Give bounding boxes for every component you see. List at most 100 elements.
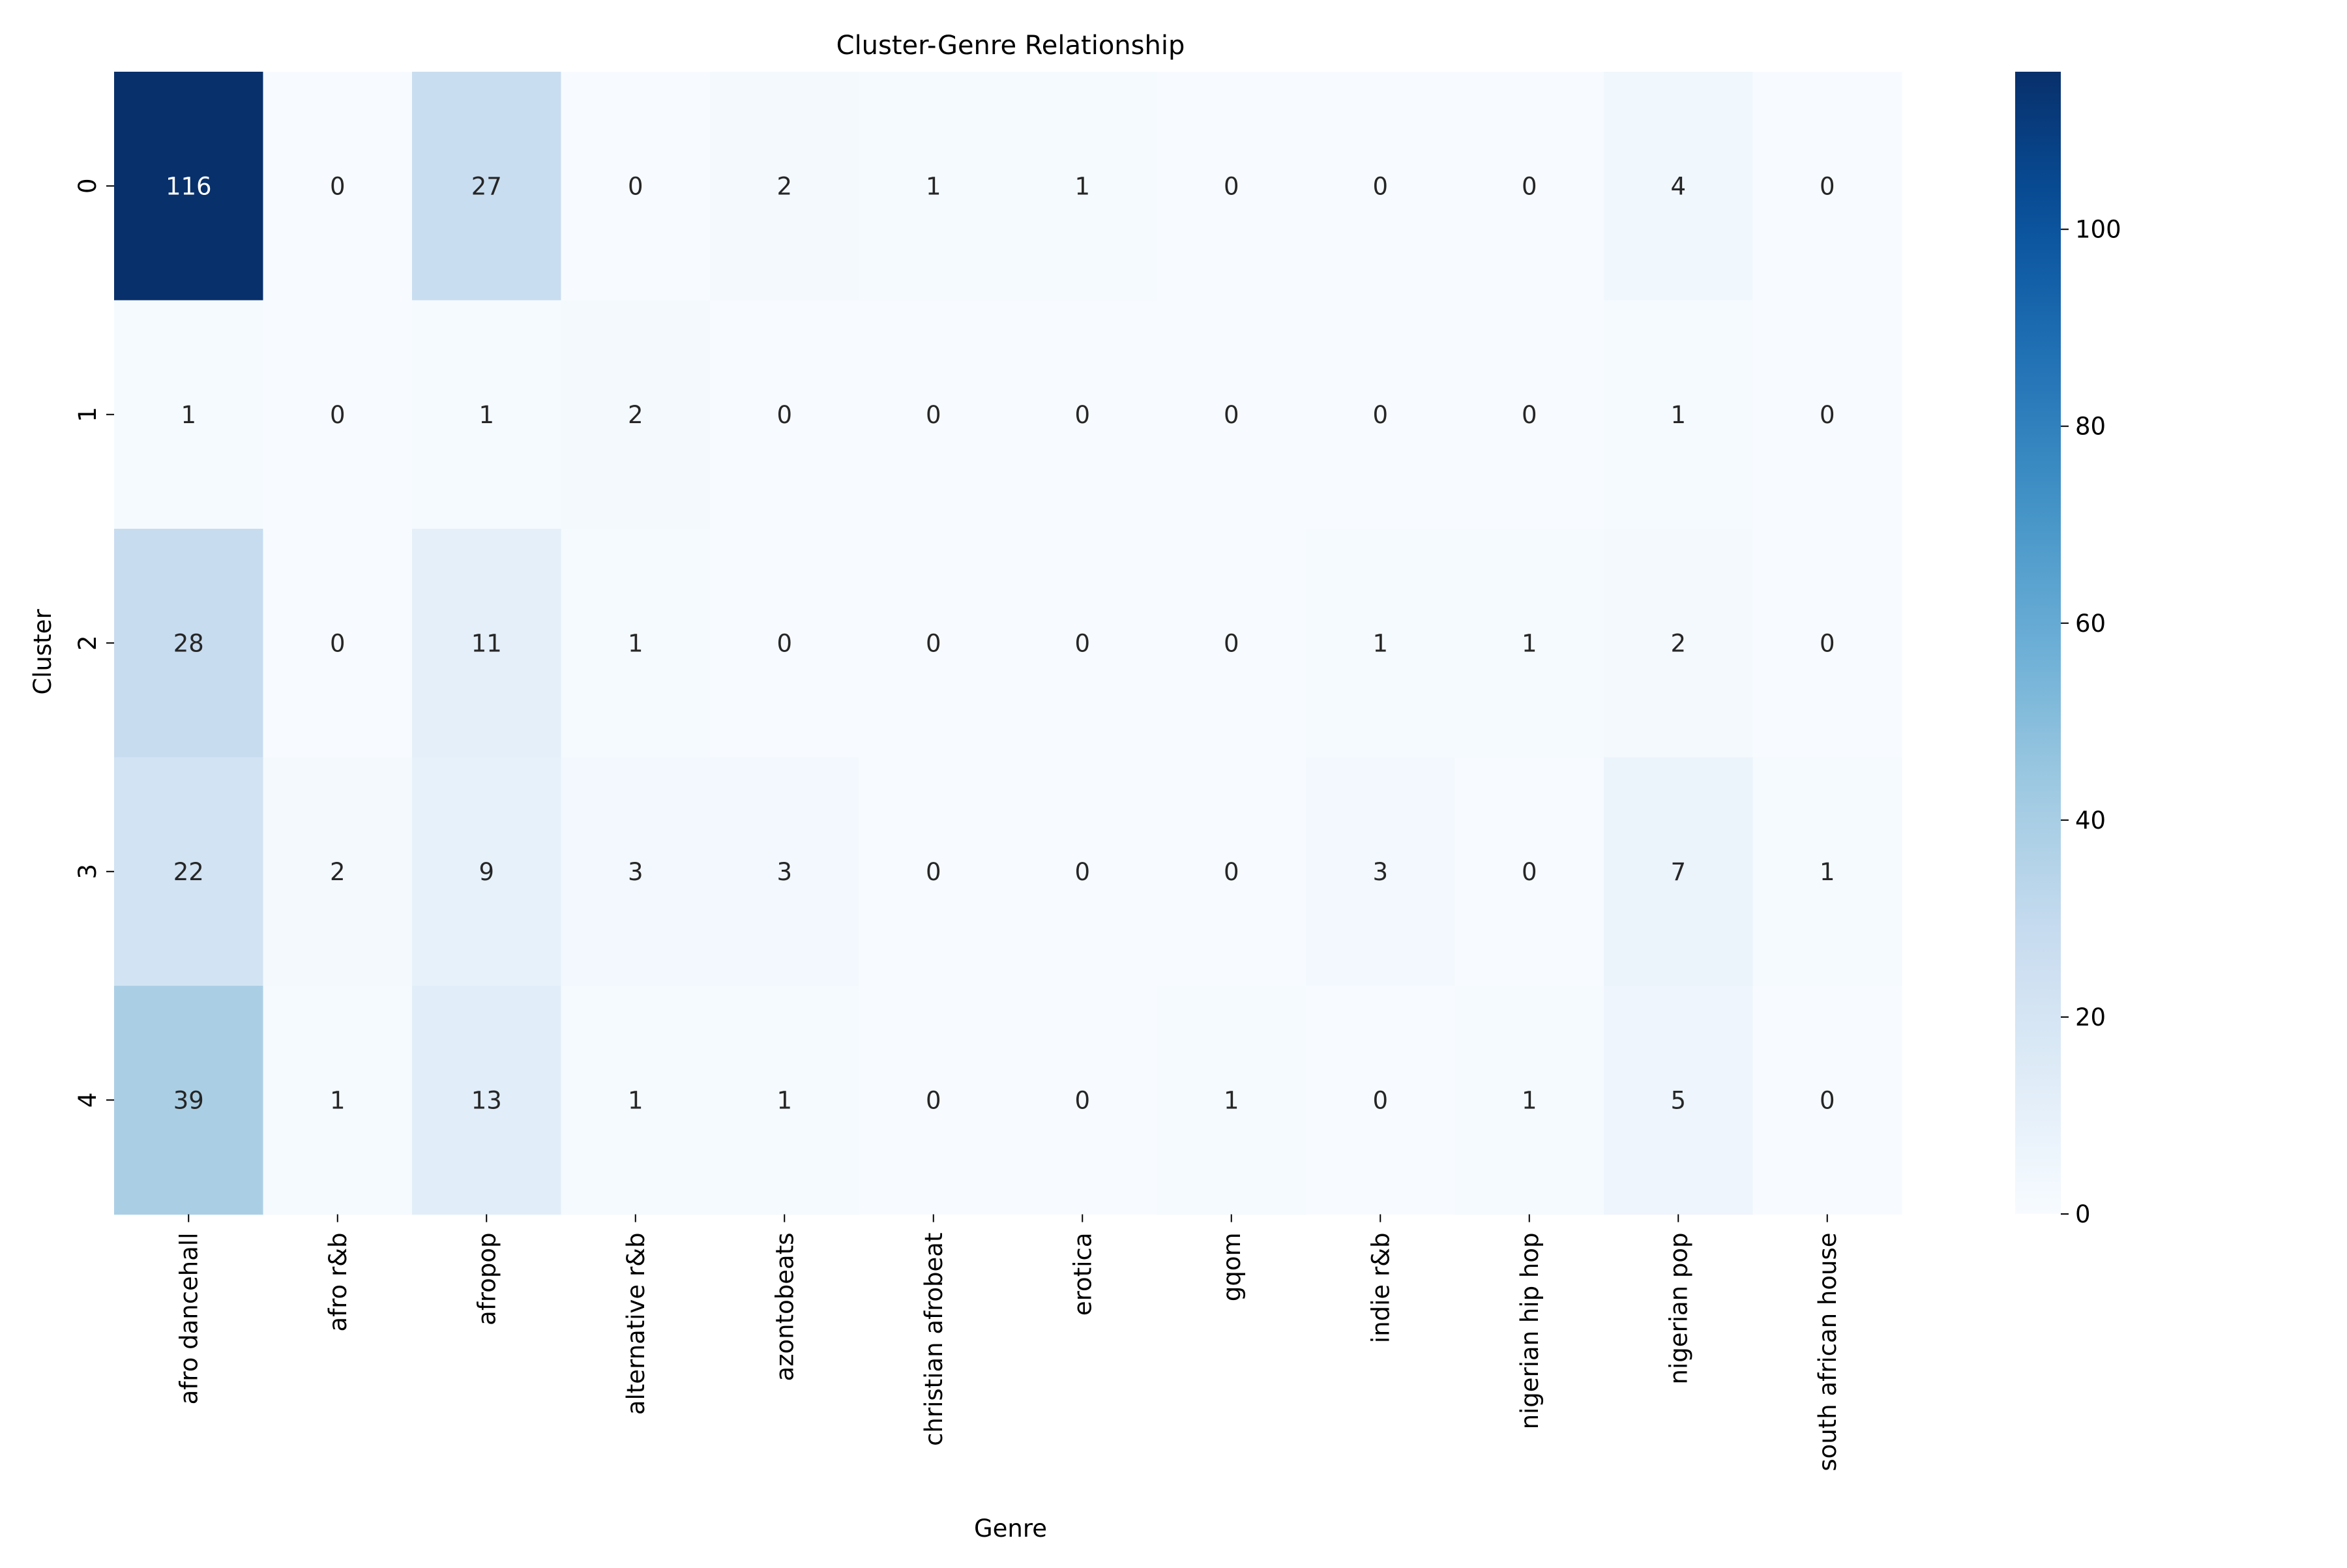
cell-value-label: 0 <box>926 401 941 429</box>
heatmap-cell <box>710 986 860 1215</box>
heatmap-cell <box>1008 757 1158 986</box>
heatmap-cell <box>1008 986 1158 1215</box>
heatmap-cell <box>412 757 562 986</box>
heatmap-cell <box>1157 300 1306 529</box>
cell-value-label: 1 <box>1522 629 1537 657</box>
x-tick-label: afro r&b <box>324 1233 352 1332</box>
cell-value-label: 3 <box>1372 858 1388 886</box>
heatmap-cell <box>710 72 860 301</box>
heatmap-cell <box>1752 300 1902 529</box>
cell-annotations: 116 0 27 0 2 1 1 0 0 0 4 01 0 1 2 0 0 0 0 0 0 1 028 0 11 1 0 0 0 0 1 1 2… <box>166 172 1835 1114</box>
cell-value-label: 0 <box>628 172 643 200</box>
colorbar-gradient <box>2015 72 2061 1214</box>
heatmap-cell <box>1604 757 1754 986</box>
heatmap-cell <box>1008 72 1158 301</box>
heatmap-cell <box>412 986 562 1215</box>
cell-value-label: 1 <box>628 629 643 657</box>
heatmap-cell <box>1454 986 1604 1215</box>
colorbar-tick-label: 60 <box>2075 610 2106 638</box>
cell-value-label: 0 <box>926 858 941 886</box>
x-tick-label: south african house <box>1814 1233 1842 1472</box>
cell-value-label: 7 <box>1670 858 1686 886</box>
heatmap-cell <box>710 300 860 529</box>
y-tick-label: 0 <box>74 178 102 194</box>
heatmap-cell <box>1454 72 1604 301</box>
cell-value-label: 1 <box>1522 1086 1537 1114</box>
cell-value-label: 0 <box>1372 1086 1388 1114</box>
y-tick-label: 2 <box>74 635 102 651</box>
cell-value-label: 1 <box>1074 172 1090 200</box>
cell-value-label: 4 <box>1670 172 1686 200</box>
heatmap-cell <box>1306 757 1456 986</box>
x-tick-label: azontobeats <box>771 1233 799 1382</box>
heatmap-cell <box>1604 72 1754 301</box>
colorbar-ticks: 0 20 40 60 80 100 <box>2061 216 2121 1228</box>
heatmap-cell <box>710 757 860 986</box>
heatmap-cell <box>561 986 711 1215</box>
cell-value-label: 1 <box>628 1086 643 1114</box>
heatmap-cell <box>1604 300 1754 529</box>
x-tick-label: nigerian pop <box>1664 1233 1692 1385</box>
heatmap-cell <box>412 300 562 529</box>
heatmap-cells <box>114 72 1902 1215</box>
heatmap-cell <box>859 300 1009 529</box>
cell-value-label: 1 <box>479 401 494 429</box>
cell-value-label: 0 <box>1074 401 1090 429</box>
heatmap-cell <box>114 529 264 758</box>
colorbar-tick-label: 40 <box>2075 806 2106 835</box>
heatmap-cell <box>1604 529 1754 758</box>
heatmap-cell <box>1306 72 1456 301</box>
cell-value-label: 0 <box>330 401 346 429</box>
colorbar-tick-label: 80 <box>2075 413 2106 441</box>
heatmap-cell <box>1306 529 1456 758</box>
heatmap-cell <box>1157 529 1306 758</box>
cell-value-label: 0 <box>330 629 346 657</box>
heatmap-cell <box>1306 300 1456 529</box>
cell-value-label: 0 <box>776 401 792 429</box>
x-axis: afro dancehall afro r&b afropop alternative… <box>175 1214 1842 1472</box>
x-tick-label: afro dancehall <box>175 1233 203 1405</box>
cell-value-label: 28 <box>173 629 204 657</box>
heatmap-cell <box>561 300 711 529</box>
cell-value-label: 2 <box>1670 629 1686 657</box>
heatmap-cell <box>263 72 413 301</box>
heatmap-cell <box>561 757 711 986</box>
heatmap-cell <box>114 72 264 301</box>
cell-value-label: 1 <box>776 1086 792 1114</box>
x-tick-label: erotica <box>1069 1233 1097 1316</box>
heatmap-cell <box>114 300 264 529</box>
cell-value-label: 0 <box>1820 1086 1835 1114</box>
heatmap-cell <box>412 529 562 758</box>
cell-value-label: 1 <box>1224 1086 1239 1114</box>
cell-value-label: 1 <box>181 401 196 429</box>
colorbar-tick-label: 20 <box>2075 1003 2106 1031</box>
y-axis-label: Cluster <box>29 609 57 695</box>
y-tick-label: 4 <box>74 1092 102 1108</box>
cell-value-label: 2 <box>776 172 792 200</box>
cell-value-label: 1 <box>1820 858 1835 886</box>
x-tick-label: christian afrobeat <box>920 1233 948 1446</box>
heatmap-cell <box>412 72 562 301</box>
cell-value-label: 22 <box>173 858 204 886</box>
cell-value-label: 2 <box>330 858 346 886</box>
x-axis-label: Genre <box>974 1515 1047 1543</box>
cell-value-label: 11 <box>471 629 502 657</box>
cell-value-label: 0 <box>1820 172 1835 200</box>
cell-value-label: 0 <box>1224 858 1239 886</box>
cell-value-label: 3 <box>628 858 643 886</box>
cell-value-label: 0 <box>1224 629 1239 657</box>
cell-value-label: 0 <box>330 172 346 200</box>
x-tick-label: indie r&b <box>1366 1233 1395 1344</box>
heatmap-cell <box>1454 300 1604 529</box>
heatmap-cell <box>1454 757 1604 986</box>
cell-value-label: 0 <box>1820 401 1835 429</box>
heatmap-cell <box>1157 72 1306 301</box>
cell-value-label: 0 <box>1074 858 1090 886</box>
cell-value-label: 27 <box>471 172 502 200</box>
heatmap-cell <box>561 529 711 758</box>
heatmap-cell <box>263 529 413 758</box>
cell-value-label: 0 <box>1224 172 1239 200</box>
heatmap-cell <box>859 529 1009 758</box>
